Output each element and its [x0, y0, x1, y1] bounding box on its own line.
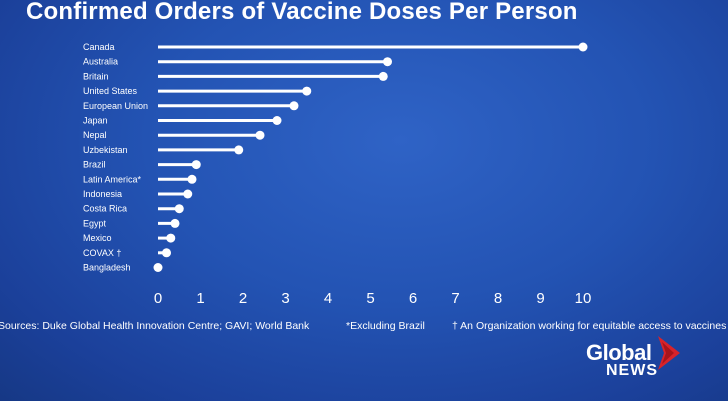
bar-endpoint: [166, 233, 176, 243]
logo-news: NEWS: [606, 362, 658, 379]
bar-endpoint: [162, 248, 171, 258]
category-label: Britain: [83, 71, 109, 81]
bar-endpoint: [191, 160, 201, 170]
x-tick-label: 4: [324, 290, 332, 307]
category-label: European Union: [83, 101, 148, 111]
bar-endpoint: [383, 57, 392, 67]
bar-endpoint: [234, 145, 244, 155]
category-label: Bangladesh: [83, 263, 131, 273]
category-label: Australia: [83, 57, 118, 67]
category-label: Indonesia: [83, 189, 122, 199]
logo-chevron-icon: [658, 336, 680, 370]
x-tick-label: 10: [575, 290, 592, 307]
category-label: COVAX †: [83, 248, 121, 258]
bar-endpoint: [187, 174, 197, 184]
x-tick-label: 2: [239, 290, 247, 307]
chart-marks: [153, 42, 588, 272]
category-label: Canada: [83, 42, 115, 52]
bar-endpoint: [174, 204, 184, 214]
bar-endpoint: [153, 263, 163, 272]
category-label: Japan: [83, 116, 108, 126]
category-label: Egypt: [83, 218, 107, 228]
bar-endpoint: [378, 71, 388, 81]
bar-endpoint: [289, 101, 299, 111]
bar-endpoint: [255, 130, 265, 140]
category-label: Costa Rica: [83, 204, 127, 214]
category-label: United States: [83, 86, 138, 96]
x-tick-label: 1: [196, 290, 204, 307]
category-label: Uzbekistan: [83, 145, 128, 155]
bar-endpoint: [170, 218, 180, 228]
bar-endpoint: [578, 42, 588, 52]
bar-endpoint: [183, 189, 193, 199]
x-tick-label: 8: [494, 290, 502, 307]
excluding-brazil-footnote: *Excluding Brazil: [346, 320, 425, 332]
x-tick-label: 5: [366, 290, 374, 307]
x-tick-labels: 0 1 2 3 4 5 6 7 8 9 10: [154, 290, 592, 307]
bar-endpoint: [302, 86, 312, 96]
category-label: Latin America*: [83, 174, 142, 184]
bar-endpoint: [272, 116, 282, 125]
x-tick-label: 9: [536, 290, 544, 307]
category-labels: Canada Australia Britain United States Europ…: [83, 42, 148, 273]
category-label: Nepal: [83, 130, 107, 140]
logo-word: Global: [586, 340, 652, 365]
global-news-logo: Global NEWS: [586, 336, 686, 380]
category-label: Brazil: [83, 160, 106, 170]
x-tick-label: 7: [451, 290, 459, 307]
sources-footnote: Sources: Duke Global Health Innovation C…: [0, 320, 310, 332]
chart-title: Confirmed Orders of Vaccine Doses Per Pe…: [26, 0, 578, 25]
category-label: Mexico: [83, 233, 112, 243]
x-tick-label: 6: [409, 290, 417, 307]
covax-footnote: † An Organization working for equitable …: [452, 320, 727, 332]
x-tick-label: 3: [281, 290, 289, 307]
x-tick-label: 0: [154, 290, 162, 307]
